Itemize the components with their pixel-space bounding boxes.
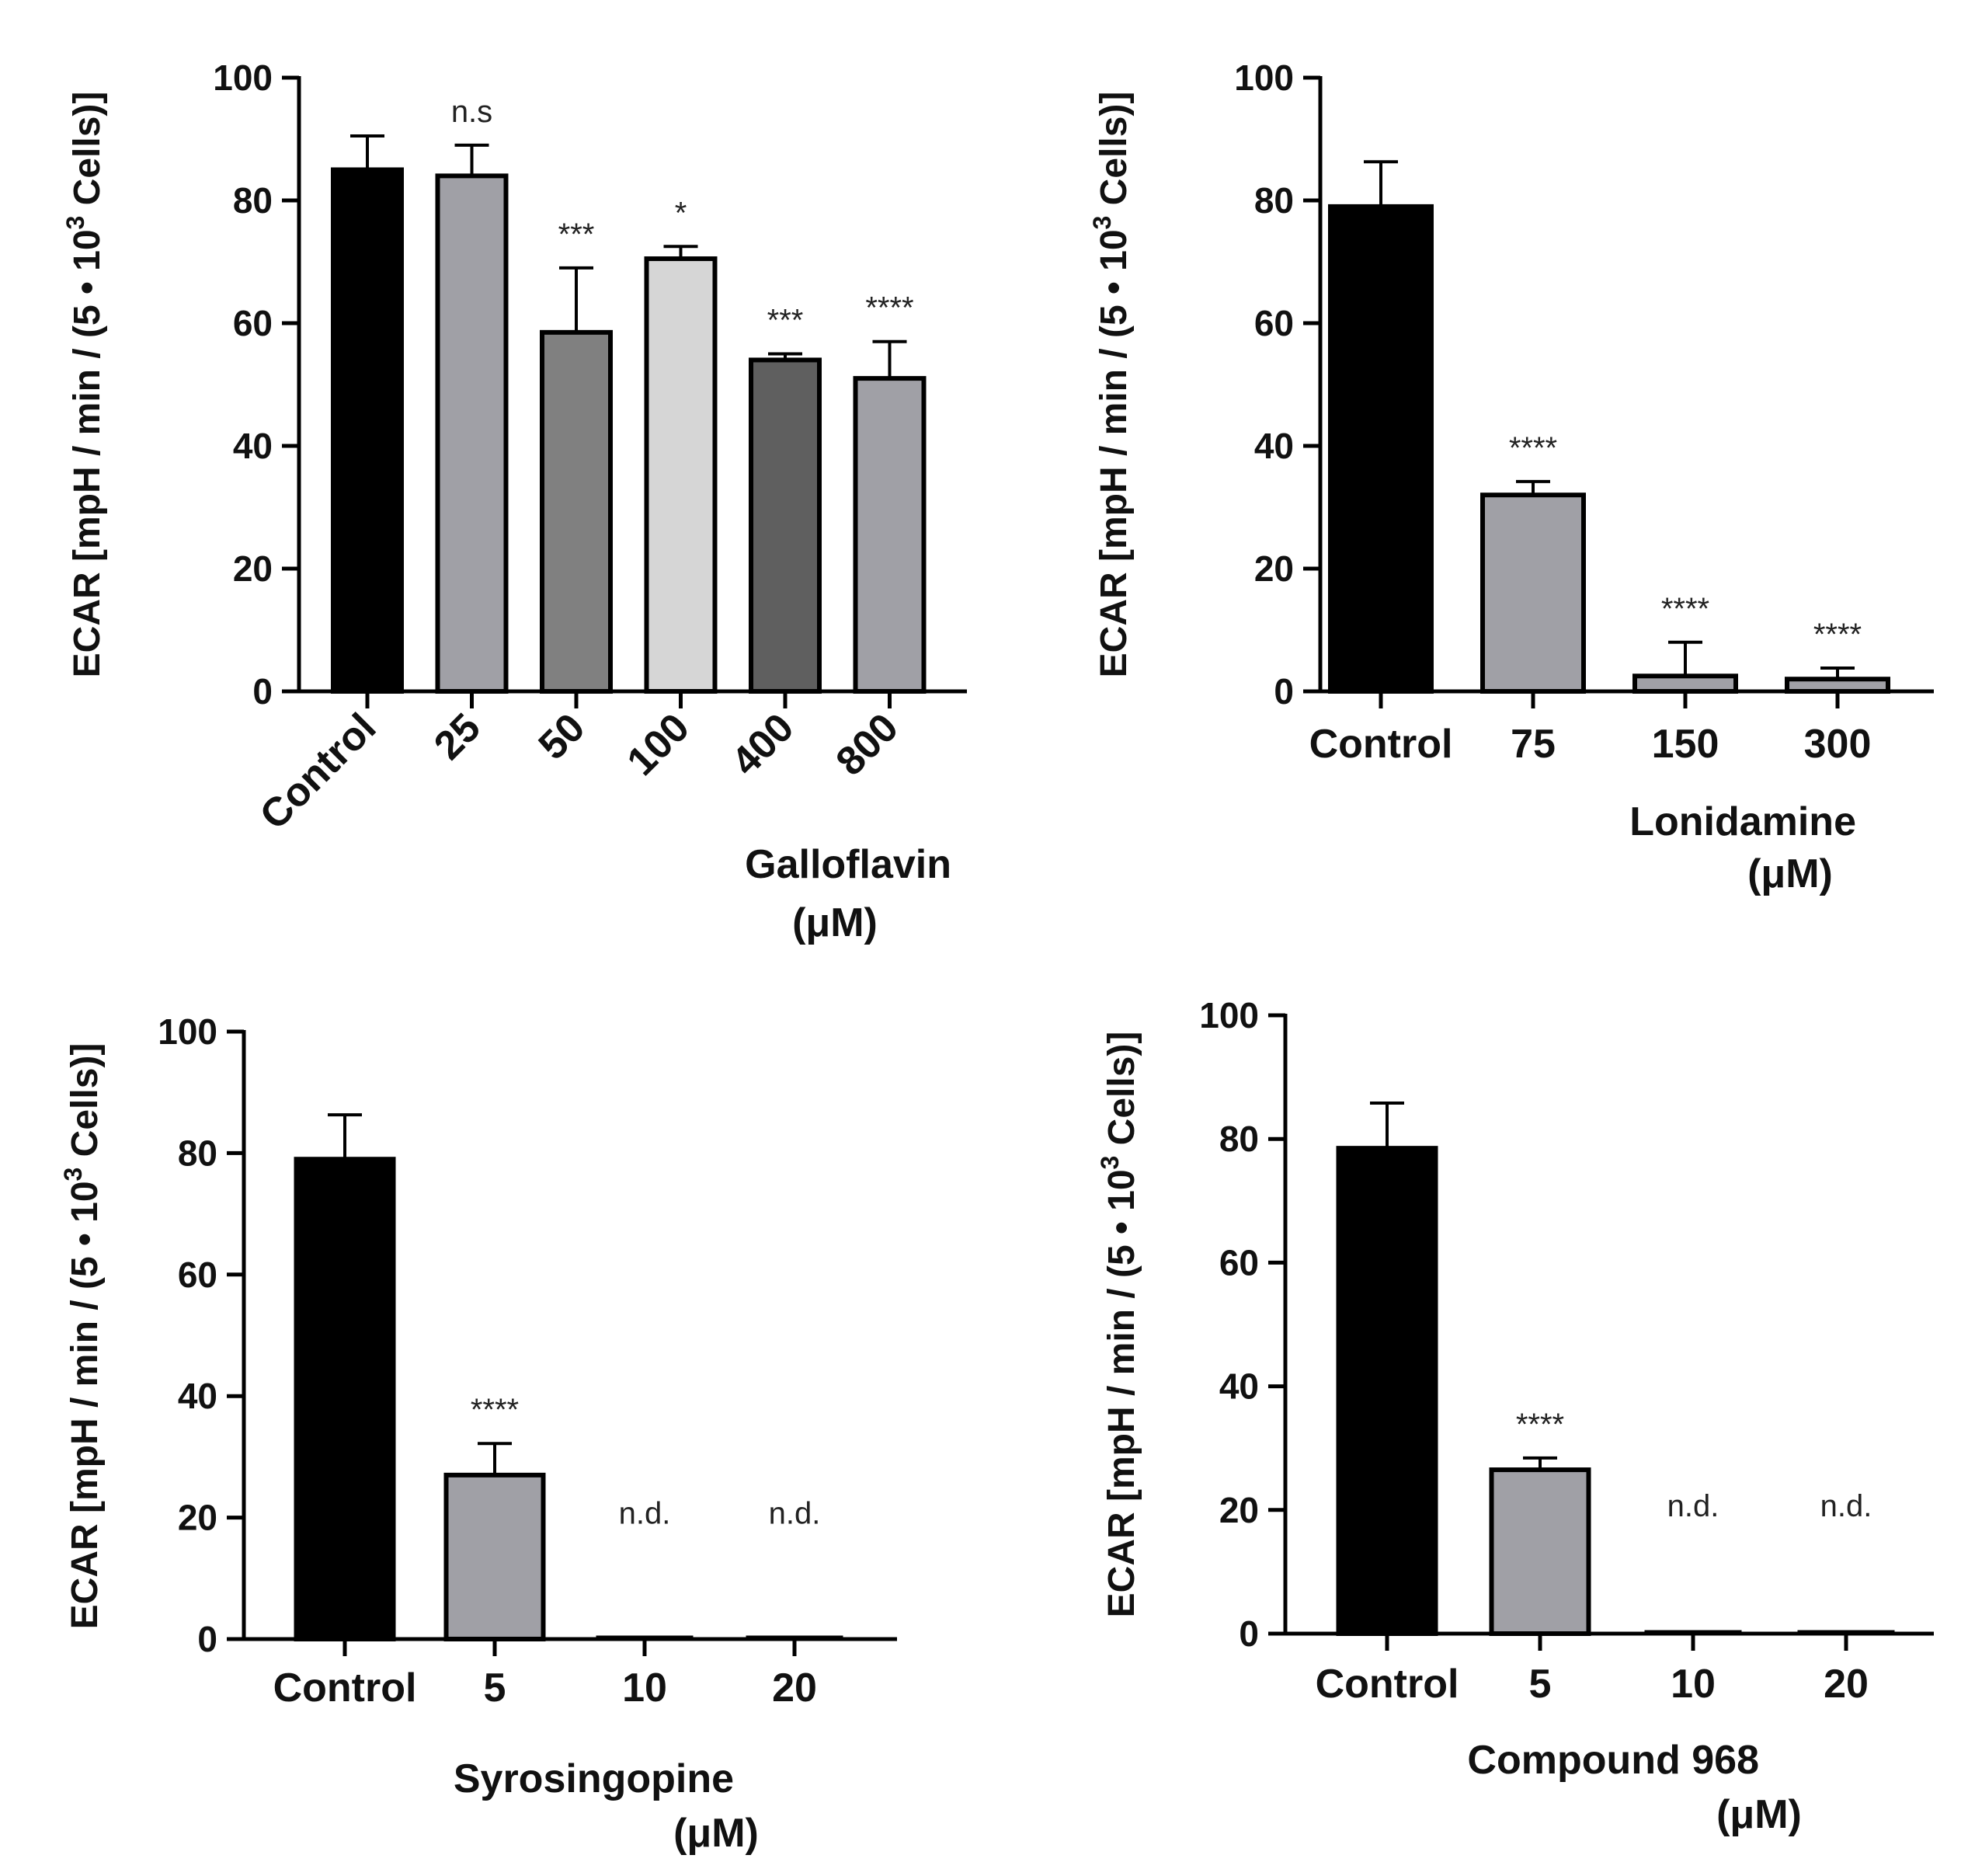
x-category-label: 50 xyxy=(530,705,594,768)
bar-300 xyxy=(1785,677,1890,694)
y-tick-label: 40 xyxy=(233,426,273,466)
x-category-label: 300 xyxy=(1804,722,1872,767)
y-axis-label-main: ECAR [mpH / min / (5 • 10 xyxy=(64,1181,106,1629)
y-axis-label-superscript: 3 xyxy=(59,1168,87,1182)
x-axis-unit: (μM) xyxy=(673,1811,759,1856)
significance-label: n.d. xyxy=(1820,1489,1872,1523)
y-tick-label: 60 xyxy=(178,1255,217,1295)
y-tick-label: 100 xyxy=(158,1011,217,1052)
y-axis-label-main: ECAR [mpH / min / (5 • 10 xyxy=(1094,229,1135,677)
y-axis-label: ECAR [mpH / min / (5 • 103 Cells)] xyxy=(61,92,108,678)
chart-panel-top-left: 0 20 40 60 80 100 ECAR [mpH / min / (5 • 103 C… xyxy=(61,57,967,945)
bar-150 xyxy=(1632,673,1738,694)
y-tick-label: 20 xyxy=(1219,1490,1259,1530)
y-axis-label-main: ECAR [mpH / min / (5 • 10 xyxy=(1101,1169,1142,1617)
x-axis-title: Lonidamine xyxy=(1629,799,1856,844)
x-category-label: 5 xyxy=(1529,1662,1552,1707)
bar-control xyxy=(331,167,404,694)
y-tick-label: 60 xyxy=(1219,1242,1259,1283)
significance-label: n.s xyxy=(451,95,492,129)
y-tick-label: 80 xyxy=(1219,1119,1259,1159)
bar-5 xyxy=(443,1472,546,1641)
y-axis-label: ECAR [mpH / min / (5 • 103 Cells)] xyxy=(1088,92,1135,678)
y-axis-label-superscript: 3 xyxy=(1088,216,1116,230)
x-category-label: 10 xyxy=(1671,1662,1716,1707)
y-axis-label: ECAR [mpH / min / (5 • 103 Cells)] xyxy=(1096,1032,1142,1618)
x-axis-unit: (μM) xyxy=(792,900,878,945)
x-category-label: 10 xyxy=(622,1665,667,1711)
significance-label: **** xyxy=(1509,431,1557,465)
significance-label: n.d. xyxy=(769,1497,821,1531)
x-category-label: 400 xyxy=(723,705,802,784)
y-tick-label: 20 xyxy=(178,1498,217,1538)
y-tick-label: 100 xyxy=(213,57,273,98)
x-category-label: 20 xyxy=(1824,1662,1869,1707)
y-tick-label: 20 xyxy=(233,548,273,589)
x-category-label: Control xyxy=(1309,722,1453,767)
y-tick-label: 80 xyxy=(1254,180,1294,221)
y-tick-label: 0 xyxy=(252,671,273,712)
bar-800 xyxy=(853,376,927,694)
chart-panel-bottom-right: 0 20 40 60 80 100 ECAR [mpH / min / (5 • 103 C… xyxy=(1096,995,1934,1837)
y-axis-label-suffix: Cells)] xyxy=(67,92,108,216)
x-axis-title: Syrosingopine xyxy=(454,1756,734,1801)
bar-control xyxy=(294,1157,396,1641)
x-category-label: Control xyxy=(252,705,385,838)
y-axis-label-suffix: Cells)] xyxy=(64,1043,106,1168)
x-category-label: 25 xyxy=(426,705,489,768)
x-category-label: 800 xyxy=(828,705,907,784)
x-category-label: 20 xyxy=(772,1665,817,1711)
x-axis-title: Galloflavin xyxy=(745,842,951,887)
y-axis-label: ECAR [mpH / min / (5 • 103 Cells)] xyxy=(59,1043,106,1630)
significance-label: **** xyxy=(471,1393,519,1427)
y-tick-label: 80 xyxy=(178,1133,217,1173)
y-tick-label: 100 xyxy=(1199,995,1259,1035)
bar-5 xyxy=(1489,1467,1591,1637)
bar-control xyxy=(1328,204,1434,694)
y-axis-label-suffix: Cells)] xyxy=(1094,92,1135,216)
x-axis-unit: (μM) xyxy=(1716,1792,1802,1837)
bar-25 xyxy=(435,173,509,694)
bar-75 xyxy=(1480,492,1586,694)
significance-label: * xyxy=(675,196,687,230)
chart-panel-bottom-left: 0 20 40 60 80 100 ECAR [mpH / min / (5 • 103 C… xyxy=(59,1011,897,1856)
x-category-label: 5 xyxy=(484,1665,506,1711)
significance-label: n.d. xyxy=(619,1497,671,1531)
y-tick-label: 0 xyxy=(1239,1613,1259,1654)
y-tick-label: 0 xyxy=(1274,671,1294,712)
significance-label: n.d. xyxy=(1667,1489,1719,1523)
bar-50 xyxy=(540,329,613,694)
y-tick-label: 40 xyxy=(1219,1366,1259,1407)
y-tick-label: 40 xyxy=(1254,426,1294,466)
significance-label: *** xyxy=(767,304,804,338)
bar-control xyxy=(1336,1146,1438,1636)
y-tick-label: 40 xyxy=(178,1376,217,1416)
y-axis-label-superscript: 3 xyxy=(1096,1156,1124,1170)
chart-panel-top-right: 0 20 40 60 80 100 ECAR [mpH / min / (5 • 103 C… xyxy=(1088,57,1934,896)
significance-label: **** xyxy=(1661,592,1709,626)
significance-label: **** xyxy=(1813,618,1862,652)
y-tick-label: 60 xyxy=(233,303,273,343)
x-category-label: 150 xyxy=(1652,722,1719,767)
bar-400 xyxy=(749,357,822,694)
y-tick-label: 20 xyxy=(1254,548,1294,589)
x-category-label: 100 xyxy=(619,705,698,784)
y-tick-label: 80 xyxy=(233,180,273,221)
x-category-label: Control xyxy=(1316,1662,1459,1707)
x-axis-unit: (μM) xyxy=(1747,851,1833,896)
y-axis-label-suffix: Cells)] xyxy=(1101,1032,1142,1156)
significance-label: **** xyxy=(1516,1408,1564,1442)
significance-label: **** xyxy=(865,291,913,325)
x-category-label: Control xyxy=(273,1665,417,1711)
y-tick-label: 60 xyxy=(1254,303,1294,343)
x-category-label: 75 xyxy=(1511,722,1556,767)
y-tick-label: 0 xyxy=(197,1619,217,1659)
significance-label: *** xyxy=(558,218,595,252)
y-tick-label: 100 xyxy=(1234,57,1294,98)
y-axis-label-main: ECAR [mpH / min / (5 • 10 xyxy=(67,229,108,677)
bar-100 xyxy=(644,256,718,694)
y-axis-label-superscript: 3 xyxy=(61,216,89,230)
x-axis-title: Compound 968 xyxy=(1467,1738,1759,1783)
